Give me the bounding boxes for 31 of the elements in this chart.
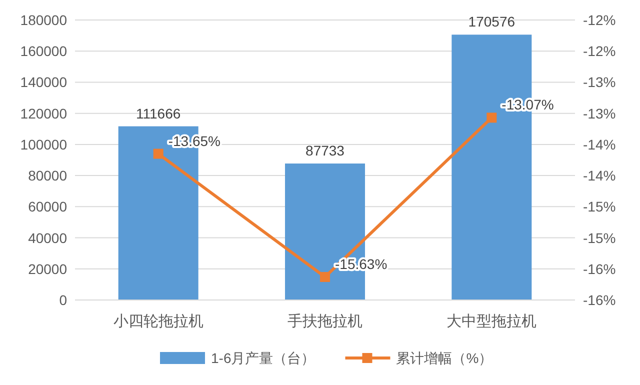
legend-label: 1-6月产量（台）: [211, 350, 316, 366]
y2-tick-label: -13%: [583, 74, 616, 90]
y2-tick-label: -16%: [583, 292, 616, 308]
x-tick-label: 小四轮拖拉机: [113, 313, 204, 330]
y-tick-label: 40000: [28, 230, 68, 246]
data-label: 170576: [468, 14, 516, 30]
y-tick-label: 60000: [28, 198, 68, 215]
y-tick-label: 180000: [20, 12, 68, 28]
point: [320, 272, 330, 282]
y-tick-label: 100000: [20, 136, 68, 152]
y-tick-label: 0: [59, 292, 68, 308]
legend-label: 累计增幅（%）: [396, 350, 493, 366]
y2-tick-label: -14%: [583, 168, 616, 184]
y-tick-label: 140000: [20, 74, 68, 90]
point: [486, 112, 497, 123]
y2-tick-label: -16%: [583, 260, 616, 277]
y2-tick-label: -12%: [583, 12, 616, 28]
point: [153, 148, 164, 159]
data-label: 111666: [136, 105, 181, 122]
y-tick-label: 80000: [28, 168, 68, 184]
y2-tick-label: -15%: [583, 230, 616, 246]
data-label: 87733: [306, 142, 345, 159]
y-tick-label: 20000: [28, 260, 68, 277]
y2-tick-label: -15%: [583, 198, 616, 215]
x-tick-label: 大中型拖拉机: [446, 313, 537, 330]
x-tick-label: 手扶拖拉机: [288, 313, 362, 330]
y2-tick-label: -13%: [583, 105, 616, 122]
y2-tick-label: -12%: [583, 43, 616, 60]
y2-tick-label: -14%: [583, 136, 616, 152]
y-tick-label: 160000: [20, 43, 68, 60]
y-tick-label: 120000: [20, 105, 68, 122]
